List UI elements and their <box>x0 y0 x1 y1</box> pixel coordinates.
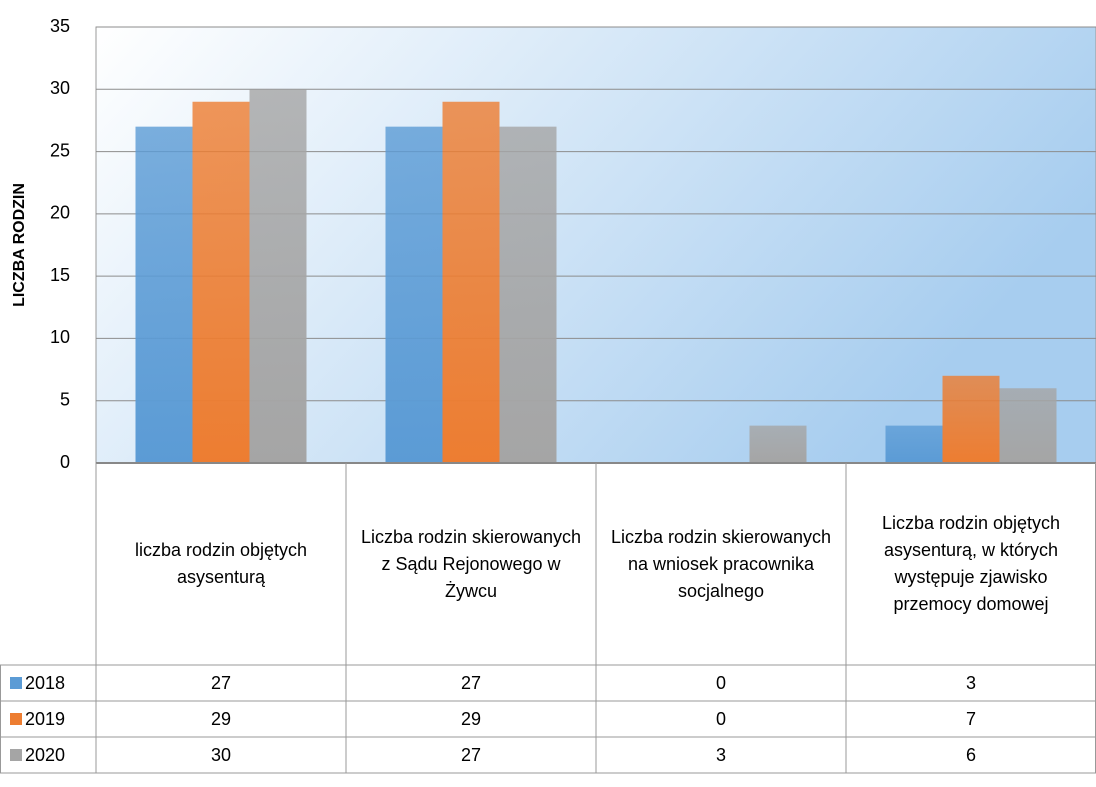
bar <box>999 388 1057 463</box>
bar <box>135 126 193 464</box>
bar <box>192 101 250 463</box>
table-value: 6 <box>965 744 976 765</box>
y-tick-label: 35 <box>50 16 70 36</box>
y-tick-label: 15 <box>50 265 70 285</box>
y-tick-label: 0 <box>60 452 70 472</box>
legend-label: 2019 <box>25 708 66 729</box>
table-value: 27 <box>210 672 232 693</box>
legend-item: 2019 <box>0 701 96 737</box>
bar <box>385 126 443 464</box>
y-tick-label: 10 <box>50 327 70 347</box>
legend-key <box>10 713 22 725</box>
x-tick-label: Liczba rodzin objętych asysenturą, w któ… <box>881 513 1061 614</box>
bar <box>499 126 557 464</box>
bar <box>885 425 943 463</box>
x-tick-label: Liczba rodzin skierowanych na wniosek pr… <box>610 526 832 601</box>
table-value: 0 <box>715 672 726 693</box>
bar <box>942 375 1000 463</box>
bar <box>749 425 807 463</box>
legend-label: 2020 <box>25 744 66 765</box>
y-tick-label: 30 <box>50 78 70 98</box>
legend-item: 2018 <box>0 665 96 701</box>
table-value: 29 <box>210 708 232 729</box>
x-tick-label: Liczba rodzin skierowanych z Sądu Rejono… <box>360 526 582 601</box>
y-tick-label: 5 <box>60 389 70 409</box>
table-value: 0 <box>715 708 726 729</box>
table-value: 30 <box>210 744 232 765</box>
table-value: 3 <box>965 672 976 693</box>
y-tick-label: 25 <box>50 140 70 160</box>
legend-item: 2020 <box>0 737 96 773</box>
legend-key <box>10 677 22 689</box>
y-tick-label: 20 <box>50 203 70 223</box>
legend-key <box>10 749 22 761</box>
table-value: 27 <box>460 744 482 765</box>
table-value: 27 <box>460 672 482 693</box>
y-axis-title: LICZBA RODZIN <box>11 183 28 307</box>
legend-label: 2018 <box>25 672 66 693</box>
table-value: 29 <box>460 708 482 729</box>
table-value: 7 <box>965 708 976 729</box>
bar <box>249 89 307 464</box>
bar <box>442 101 500 463</box>
x-tick-label: liczba rodzin objętych asysenturą <box>134 540 308 587</box>
table-value: 3 <box>715 744 726 765</box>
